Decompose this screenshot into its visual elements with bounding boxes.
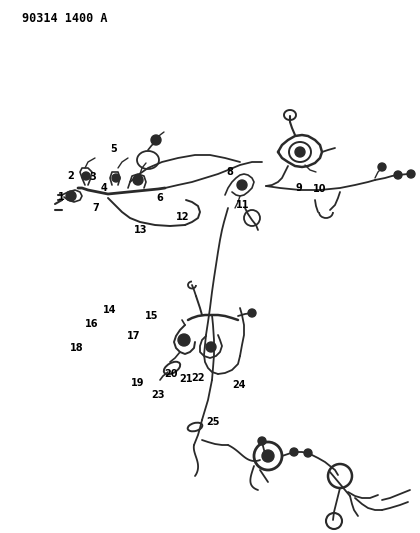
Circle shape: [133, 175, 143, 185]
Text: 17: 17: [127, 331, 140, 341]
Circle shape: [112, 174, 120, 182]
Circle shape: [394, 171, 402, 179]
Text: 90314 1400 A: 90314 1400 A: [22, 12, 108, 25]
Circle shape: [237, 180, 247, 190]
Text: 10: 10: [313, 184, 327, 194]
Text: 7: 7: [92, 203, 99, 213]
Circle shape: [248, 309, 256, 317]
Text: 5: 5: [110, 144, 117, 154]
Text: 8: 8: [227, 167, 234, 176]
Text: 6: 6: [156, 193, 163, 203]
Circle shape: [82, 172, 90, 180]
Circle shape: [262, 450, 274, 462]
Text: 25: 25: [207, 417, 220, 427]
Text: 19: 19: [131, 378, 144, 387]
Text: 15: 15: [144, 311, 158, 320]
Text: 18: 18: [70, 343, 83, 352]
Text: 24: 24: [232, 380, 245, 390]
Text: 4: 4: [101, 183, 108, 192]
Text: 20: 20: [165, 369, 178, 379]
Text: 1: 1: [58, 192, 64, 202]
Text: 14: 14: [102, 305, 116, 315]
Circle shape: [206, 342, 216, 352]
Circle shape: [407, 170, 415, 178]
Text: 16: 16: [85, 319, 98, 329]
Text: 23: 23: [151, 391, 164, 400]
Text: 12: 12: [176, 213, 189, 222]
Text: 13: 13: [134, 225, 147, 235]
Text: 21: 21: [179, 375, 192, 384]
Circle shape: [378, 163, 386, 171]
Circle shape: [178, 334, 190, 346]
Text: 3: 3: [89, 172, 96, 182]
Circle shape: [295, 147, 305, 157]
Text: 22: 22: [192, 374, 205, 383]
Text: 9: 9: [296, 183, 302, 192]
Circle shape: [304, 449, 312, 457]
Circle shape: [290, 448, 298, 456]
Text: 11: 11: [236, 200, 249, 210]
Circle shape: [151, 135, 161, 145]
Circle shape: [258, 437, 266, 445]
Text: 2: 2: [67, 171, 74, 181]
Circle shape: [66, 191, 76, 201]
